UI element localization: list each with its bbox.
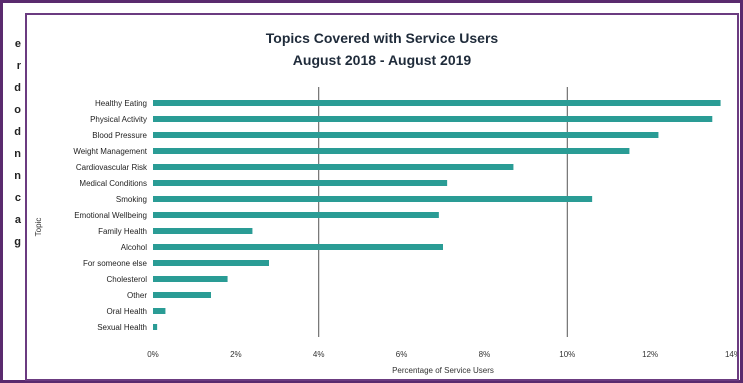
category-label: Oral Health: [107, 307, 147, 316]
side-text-fragment: o: [14, 104, 21, 116]
bar: [153, 228, 253, 234]
bar: [153, 132, 659, 138]
side-text-fragment: g: [14, 236, 21, 248]
bar: [153, 164, 514, 170]
category-label: Cardiovascular Risk: [76, 163, 148, 172]
x-tick-labels: 0% 2% 4% 6% 8% 10% 12% 14%: [147, 350, 737, 359]
category-label: Other: [127, 291, 147, 300]
bar: [153, 116, 713, 122]
x-tick-label: 14%: [725, 350, 737, 359]
category-labels: Healthy Eating Physical Activity Blood Pre…: [73, 99, 148, 332]
bar: [153, 324, 158, 330]
chart-title: Topics Covered with Service Users: [266, 30, 499, 46]
category-label: Family Health: [98, 227, 147, 236]
x-tick-label: 6%: [396, 350, 408, 359]
bars: [153, 100, 721, 330]
x-tick-label: 8%: [479, 350, 491, 359]
x-tick-label: 4%: [313, 350, 325, 359]
bar: [153, 148, 630, 154]
side-text-fragment: r: [16, 60, 21, 72]
x-tick-label: 2%: [230, 350, 242, 359]
category-label: For someone else: [83, 259, 148, 268]
bar: [153, 196, 593, 202]
side-text-fragment: d: [14, 82, 21, 94]
bar: [153, 276, 228, 282]
side-text-fragment: n: [14, 148, 21, 160]
chart-subtitle: August 2018 - August 2019: [293, 52, 472, 68]
side-text-fragment: d: [14, 126, 21, 138]
category-label: Blood Pressure: [92, 131, 147, 140]
side-text-fragment: n: [14, 170, 21, 182]
x-tick-label: 12%: [642, 350, 658, 359]
category-label: Sexual Health: [97, 323, 147, 332]
side-text-fragment: e: [14, 38, 21, 50]
x-tick-label: 0%: [147, 350, 159, 359]
x-axis-title: Percentage of Service Users: [392, 366, 494, 375]
y-axis-title: Topic: [34, 218, 43, 237]
category-label: Emotional Wellbeing: [74, 211, 147, 220]
category-label: Smoking: [116, 195, 147, 204]
bar: [153, 260, 269, 266]
side-text-fragment: c: [14, 192, 21, 204]
bar: [153, 212, 439, 218]
category-label: Medical Conditions: [79, 179, 147, 188]
side-text-fragment: a: [14, 214, 21, 226]
chart-container: Topics Covered with Service Users August…: [25, 13, 739, 381]
category-label: Alcohol: [121, 243, 147, 252]
bar: [153, 100, 721, 106]
category-label: Weight Management: [73, 147, 147, 156]
bar-chart: Topics Covered with Service Users August…: [34, 30, 737, 375]
category-label: Cholesterol: [107, 275, 148, 284]
category-label: Physical Activity: [90, 115, 147, 124]
bar: [153, 292, 211, 298]
bar: [153, 180, 448, 186]
bar: [153, 308, 166, 314]
x-tick-label: 10%: [559, 350, 575, 359]
bar: [153, 244, 443, 250]
category-label: Healthy Eating: [95, 99, 147, 108]
